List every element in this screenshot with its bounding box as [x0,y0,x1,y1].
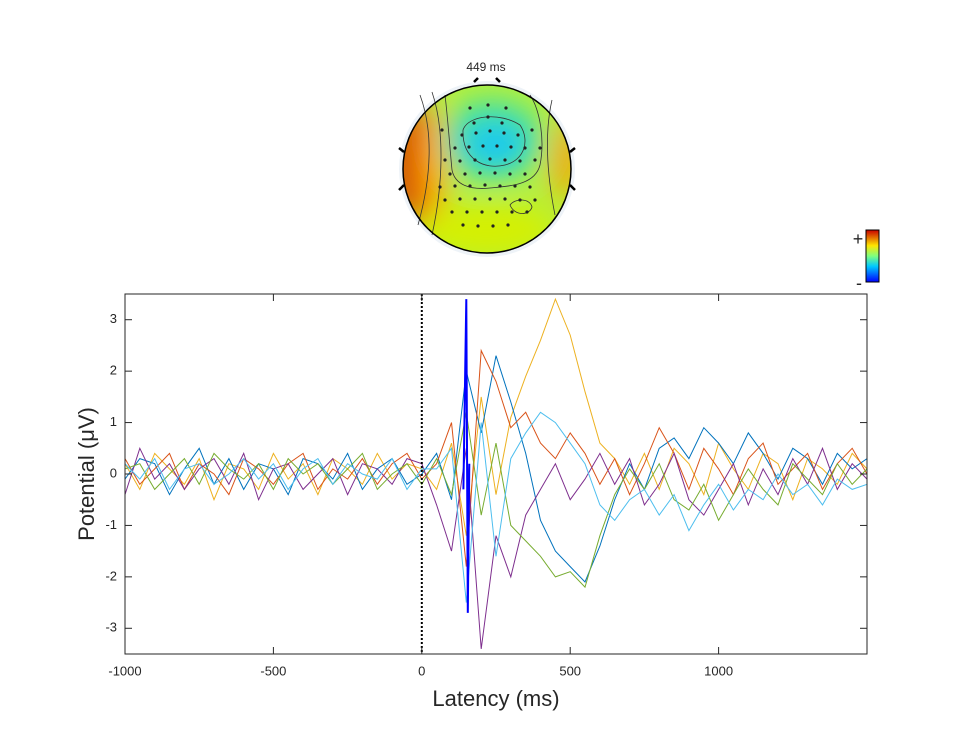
colorbar-minus: - [856,273,862,293]
electrode [486,103,490,107]
electrode [476,224,480,228]
electrode [503,158,507,162]
electrode [448,172,452,176]
colorbar-scale [865,229,880,283]
electrode [488,157,492,161]
electrode [518,159,522,163]
electrodes [438,103,542,228]
plot: -3 -2 -1 0 1 2 3 -1000 -500 0 500 1000 [105,293,868,678]
electrode [506,223,510,227]
electrode [533,158,537,162]
electrode [458,197,462,201]
topo-map: 449 ms [398,60,576,257]
y-tick-label: 1 [110,414,117,429]
electrode [513,184,517,188]
electrode [495,210,499,214]
trace [125,355,867,583]
x-tick-label: 0 [418,663,425,678]
electrode [438,185,442,189]
y-tick-label: -3 [105,620,117,635]
electrode [509,145,513,149]
electrode [472,121,476,125]
electrode [502,131,506,135]
head-marks [398,77,576,191]
electrode [440,128,444,132]
traces [125,297,867,649]
trace [125,411,867,603]
electrode [468,184,472,188]
electrode [525,210,529,214]
y-tick-label: -2 [105,568,117,583]
electrode [478,171,482,175]
trace [125,412,867,589]
electrode [530,128,534,132]
electrode [453,184,457,188]
electrode [481,144,485,148]
electrode [523,172,527,176]
colorbar: + - [853,229,880,293]
electrode [453,146,457,150]
electrode [486,115,490,119]
electrode [518,198,522,202]
electrode [443,198,447,202]
electrode [528,185,532,189]
trace [125,348,867,567]
x-tick-label: -500 [260,663,286,678]
electrode [493,171,497,175]
electrode [488,129,492,133]
electrode [498,184,502,188]
y-tick-label: 0 [110,465,117,480]
electrode [504,106,508,110]
electrode [461,223,465,227]
electrode [483,183,487,187]
x-axis-title: Latency (ms) [432,686,559,711]
topo-title: 449 ms [466,60,505,74]
trace [125,446,867,649]
electrode [480,210,484,214]
electrode [503,197,507,201]
trace [462,299,471,613]
x-tick-label: -1000 [108,663,141,678]
electrode [508,172,512,176]
y-axis-title: Potential (μV) [74,407,99,541]
y-tick-label: -1 [105,517,117,532]
electrode [533,198,537,202]
electrode [458,159,462,163]
electrode [450,210,454,214]
electrode [460,133,464,137]
x-tick-label: 500 [559,663,581,678]
electrode [463,172,467,176]
head-outline [402,84,572,254]
electrode [467,145,471,149]
colorbar-plus: + [853,229,864,249]
x-tick-label: 1000 [704,663,733,678]
electrode [473,158,477,162]
electrode [538,146,542,150]
electrode [500,121,504,125]
trace [125,297,867,536]
electrode [491,224,495,228]
electrode [510,210,514,214]
electrode [488,197,492,201]
electrode [473,197,477,201]
y-tick-label: 3 [110,311,117,326]
electrode [523,146,527,150]
electrode [516,133,520,137]
y-tick-label: 2 [110,363,117,378]
electrode [468,106,472,110]
electrode [474,131,478,135]
electrode [495,144,499,148]
electrode [443,158,447,162]
electrode [465,210,469,214]
topo-fill [403,85,571,253]
